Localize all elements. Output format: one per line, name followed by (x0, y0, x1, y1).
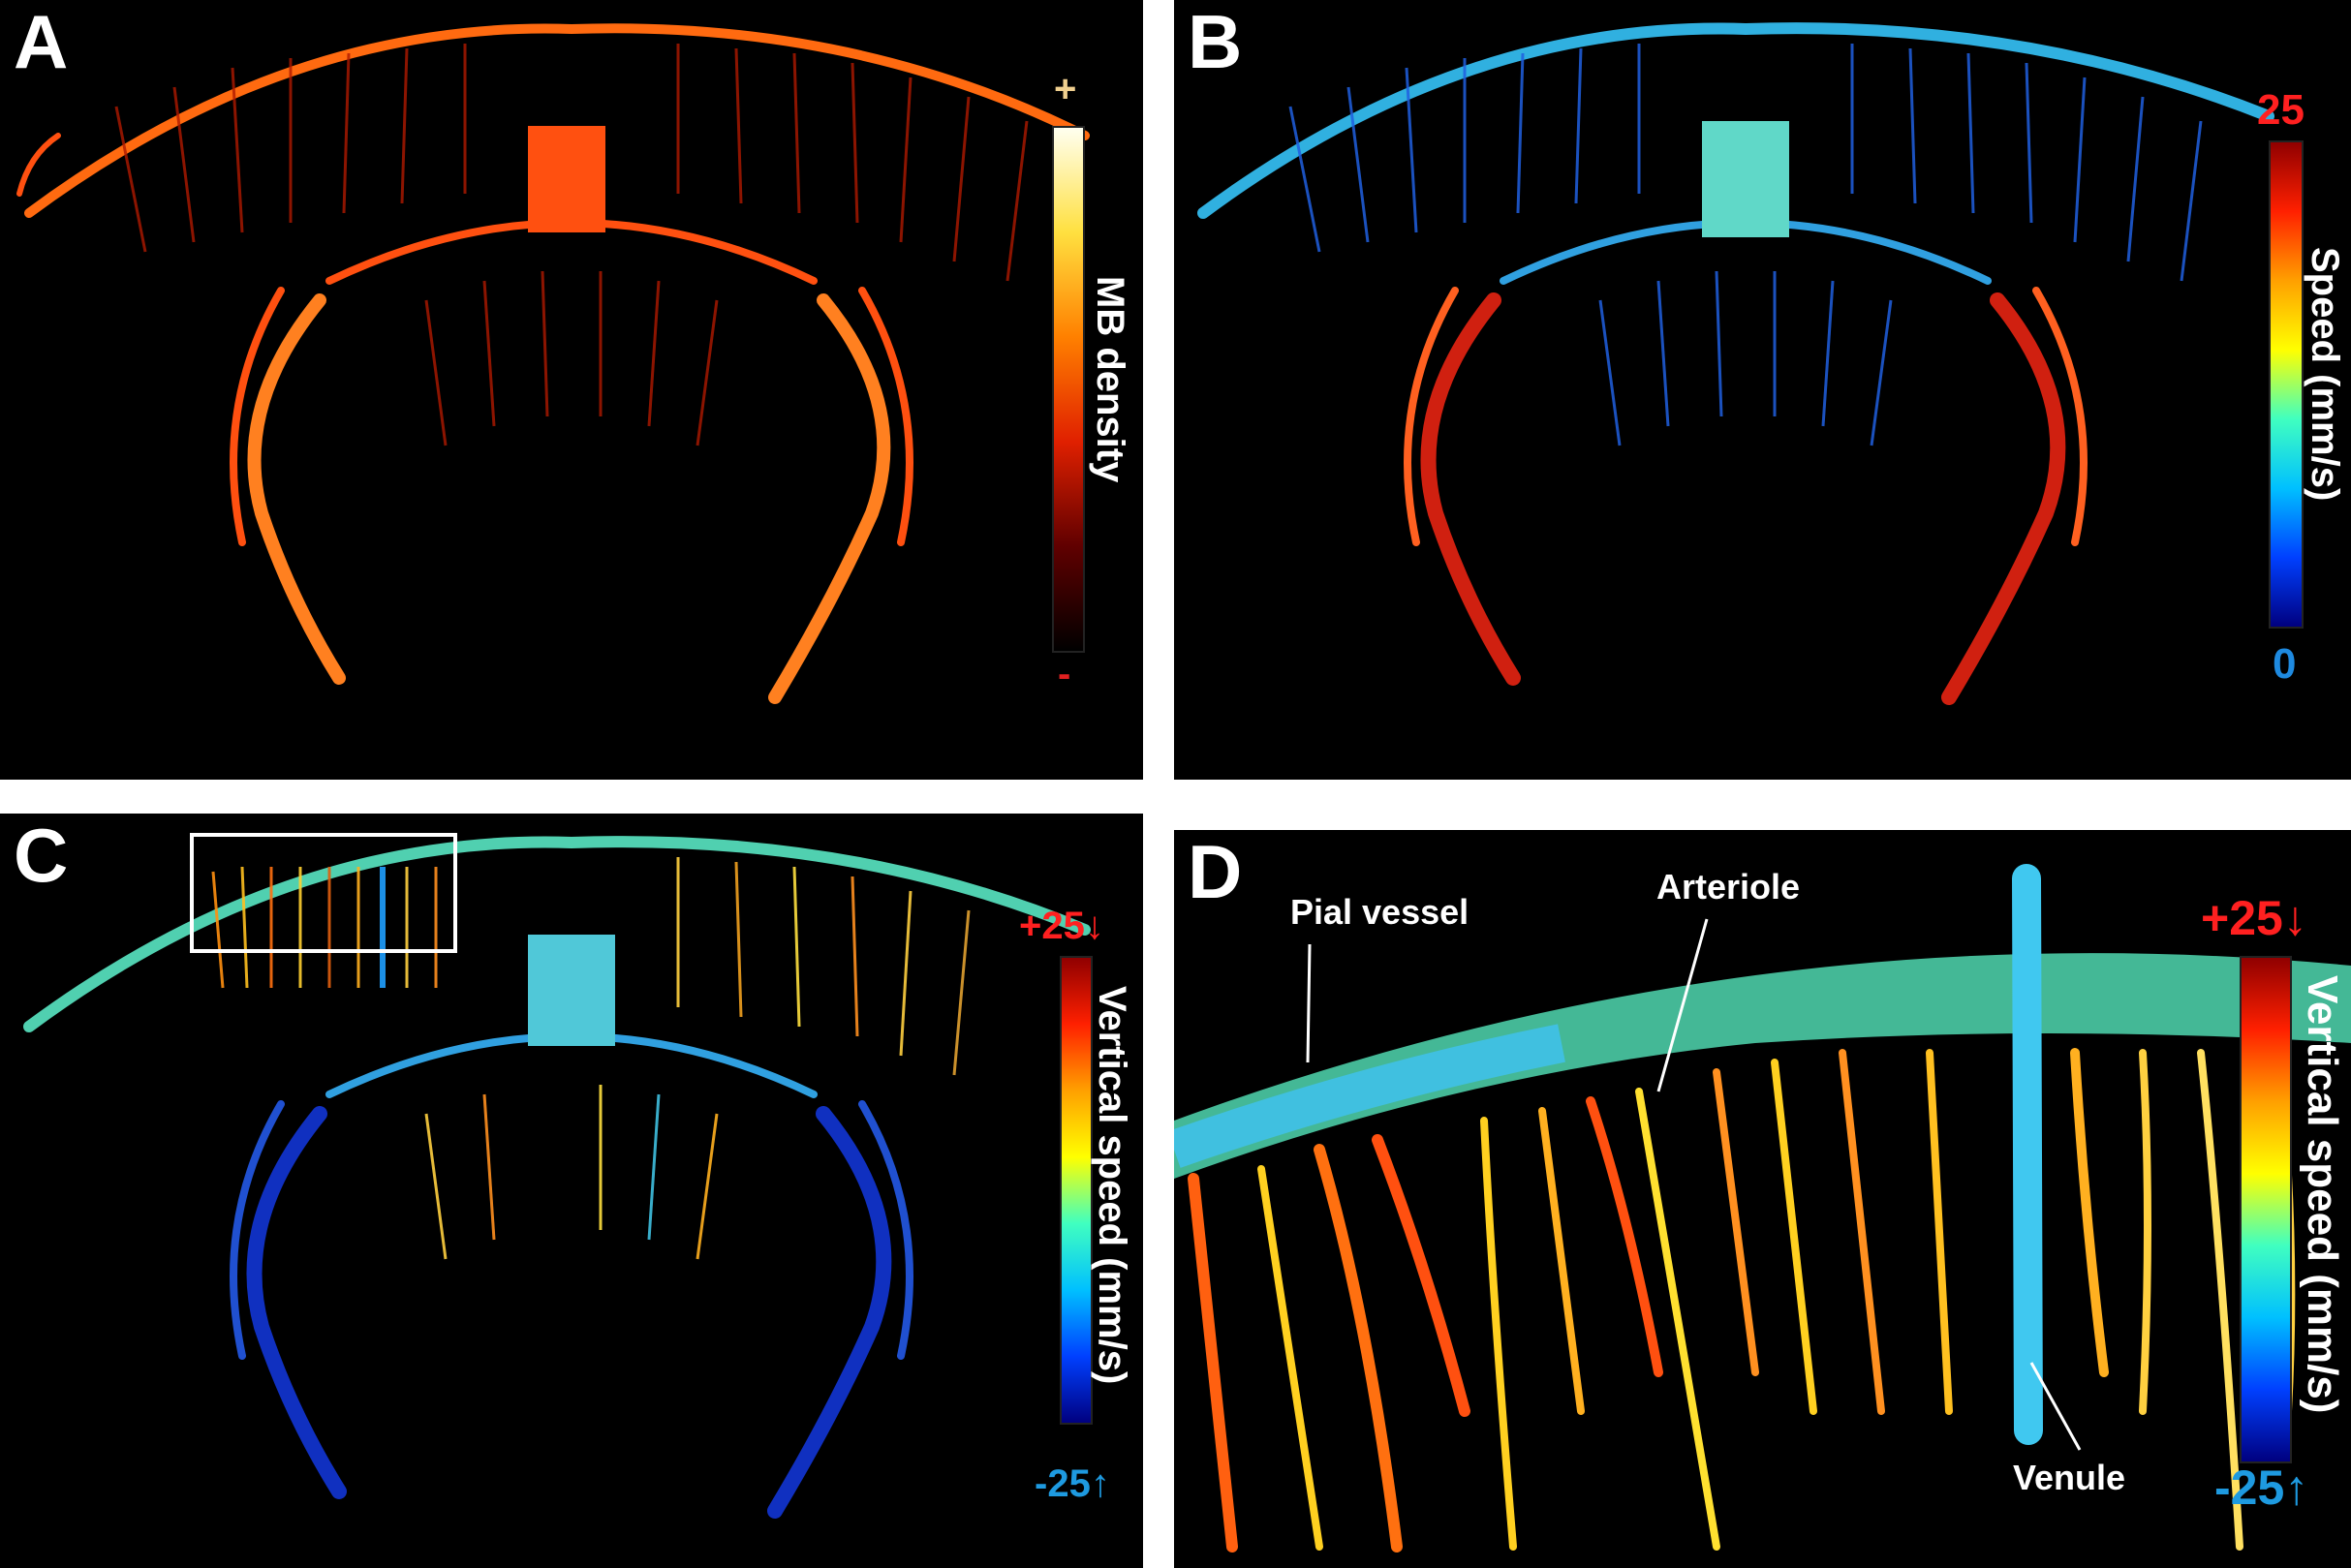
panel-d-label: D (1186, 830, 1243, 914)
panel-c-colorbar-min: -25↑ (1035, 1462, 1110, 1505)
panel-d-colorbar-max: +25↓ (2201, 891, 2307, 945)
panel-b-colorbar-max: 25 (2257, 86, 2305, 134)
panel-c-label: C (12, 814, 69, 898)
panel-c-vessel-image (23, 836, 1091, 1519)
panel-a-colorbar-min: - (1058, 653, 1071, 695)
panel-b-vessel-image (1197, 22, 2274, 705)
panel-a-vessel-image (16, 23, 1090, 704)
panel-c-colorbar (1060, 956, 1093, 1425)
panel-c-colorbar-title: Vertical speed (mm/s) (1091, 986, 1133, 1385)
venule-annotation: Venule (2012, 1457, 2126, 1498)
panel-b-label: B (1186, 0, 1243, 84)
panel-a-colorbar-title: MB density (1089, 276, 1131, 483)
panel-d-zoomed-vertical-speed-map: D Pial vessel Arteriole Venule +25↓ -25↑… (1174, 830, 2351, 1568)
panel-a-colorbar (1052, 126, 1085, 653)
panel-a-mb-density-map: A + - MB density (0, 0, 1143, 780)
panel-a-label: A (12, 0, 69, 84)
panel-b-colorbar-min: 0 (2273, 640, 2297, 688)
panel-c-colorbar-max: +25↓ (1019, 905, 1104, 947)
panel-d-colorbar-min: -25↑ (2214, 1460, 2309, 1515)
panel-a-colorbar-max: + (1054, 68, 1077, 110)
pial-vessel-annotation: Pial vessel (1289, 891, 1469, 933)
panel-d-vessel-image (1174, 830, 2351, 1553)
panel-d-colorbar-title: Vertical speed (mm/s) (2299, 975, 2346, 1414)
panel-b-speed-map: B 25 0 Speed (mm/s) (1174, 0, 2351, 780)
panel-d-colorbar (2240, 956, 2292, 1463)
panel-b-colorbar (2269, 140, 2304, 629)
arteriole-annotation: Arteriole (1655, 866, 1801, 907)
panel-c-vertical-speed-map: C +25↓ -25↑ Vertical speed (mm/s) (0, 814, 1143, 1568)
panel-b-colorbar-title: Speed (mm/s) (2304, 247, 2346, 502)
panel-c-zoom-roi-box (190, 833, 457, 953)
